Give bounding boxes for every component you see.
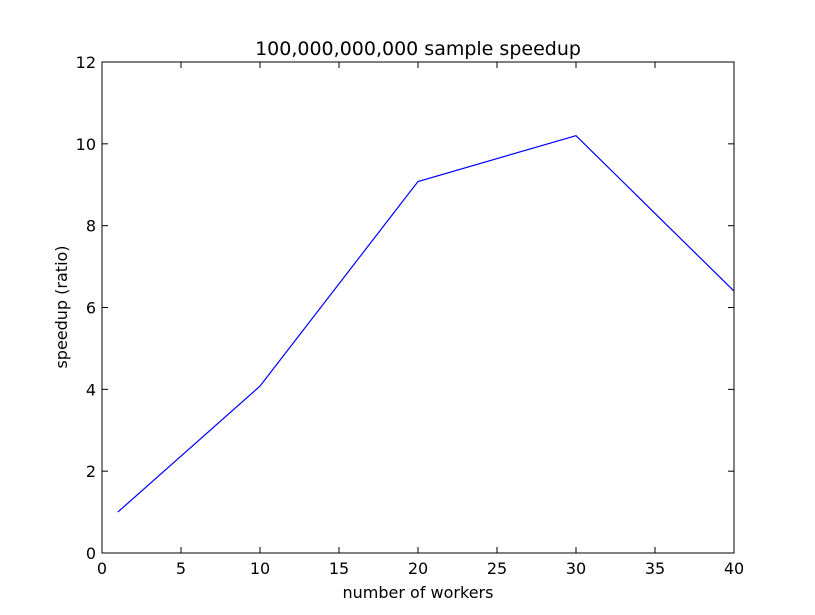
plot-frame — [101, 61, 735, 554]
x-tick-label: 15 — [329, 559, 349, 578]
y-tick-label: 8 — [86, 217, 96, 236]
y-tick-label: 12 — [76, 53, 96, 72]
y-axis-title: speedup (ratio) — [52, 245, 71, 368]
x-tick-label: 20 — [408, 559, 428, 578]
x-tick-label: 5 — [176, 559, 186, 578]
y-tick-label: 6 — [86, 299, 96, 318]
x-tick-label: 35 — [645, 559, 665, 578]
x-tick-label: 0 — [97, 559, 107, 578]
y-tick-label: 10 — [76, 135, 96, 154]
y-tick-label: 4 — [86, 380, 96, 399]
y-tick-label: 0 — [86, 544, 96, 563]
series-line — [117, 135, 735, 513]
x-tick-label: 40 — [724, 559, 744, 578]
chart-title: 100,000,000,000 sample speedup — [255, 38, 581, 60]
x-tick-label: 30 — [566, 559, 586, 578]
x-tick-label: 25 — [487, 559, 507, 578]
x-tick-label: 10 — [250, 559, 270, 578]
y-tick-label: 2 — [86, 462, 96, 481]
x-axis-title: number of workers — [343, 583, 494, 602]
